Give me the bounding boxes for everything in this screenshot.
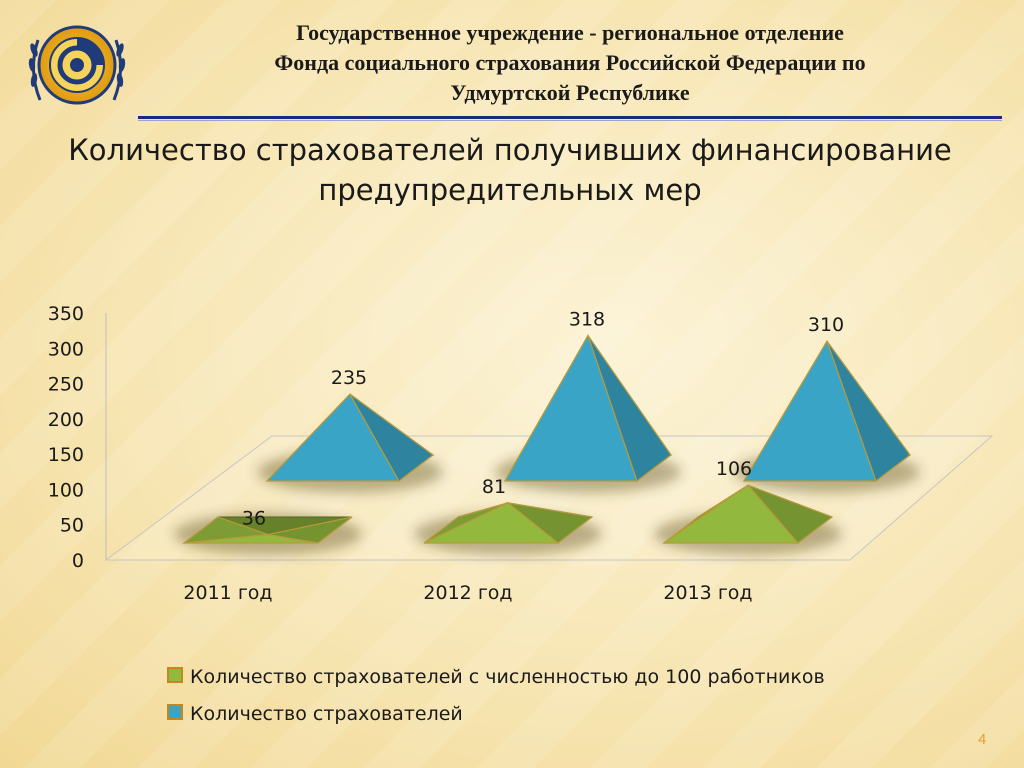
header-divider	[138, 116, 1002, 119]
legend-swatch	[167, 704, 183, 720]
y-tick-label: 350	[48, 303, 84, 325]
legend-swatch	[167, 667, 183, 683]
green-pyramid-right-face	[505, 501, 594, 544]
header-line-2: Фонда социального страхования Российской…	[274, 50, 866, 75]
legend-label: Количество страхователей	[190, 703, 463, 725]
y-tick-label: 0	[72, 550, 84, 572]
blue-pyramid-right-face	[826, 340, 911, 482]
green-data-label: 106	[716, 458, 752, 480]
page-number: 4	[978, 731, 987, 748]
x-category-label: 2011 год	[183, 582, 272, 604]
header-divider-shadow	[138, 120, 1002, 121]
header-line-1: Государственное учреждение - регионально…	[296, 20, 844, 45]
green-data-label: 81	[482, 476, 506, 498]
chart-title: Количество страхователей получивших фина…	[68, 133, 952, 207]
green-pyramid-right-face	[747, 484, 834, 544]
y-tick-label: 100	[48, 479, 84, 501]
x-category-label: 2012 год	[423, 582, 512, 604]
green-data-label: 36	[242, 508, 266, 530]
blue-pyramid-right-face	[587, 335, 672, 482]
green-pyramid-right-face	[267, 516, 353, 544]
blue-data-label: 310	[808, 314, 844, 336]
fss-emblem-icon	[28, 25, 126, 105]
blue-data-label: 235	[331, 367, 367, 389]
header-line-3: Удмуртской Республике	[450, 80, 690, 105]
y-tick-label: 150	[48, 444, 84, 466]
x-category-label: 2013 год	[663, 582, 752, 604]
legend-label: Количество страхователей с численностью …	[190, 666, 825, 688]
y-tick-label: 50	[60, 515, 84, 537]
organization-header: Государственное учреждение - регионально…	[140, 18, 1000, 108]
blue-pyramid-right-face	[349, 393, 435, 482]
y-tick-label: 250	[48, 374, 84, 396]
y-tick-label: 300	[48, 338, 84, 360]
blue-data-label: 318	[569, 309, 605, 331]
y-tick-label: 200	[48, 409, 84, 431]
